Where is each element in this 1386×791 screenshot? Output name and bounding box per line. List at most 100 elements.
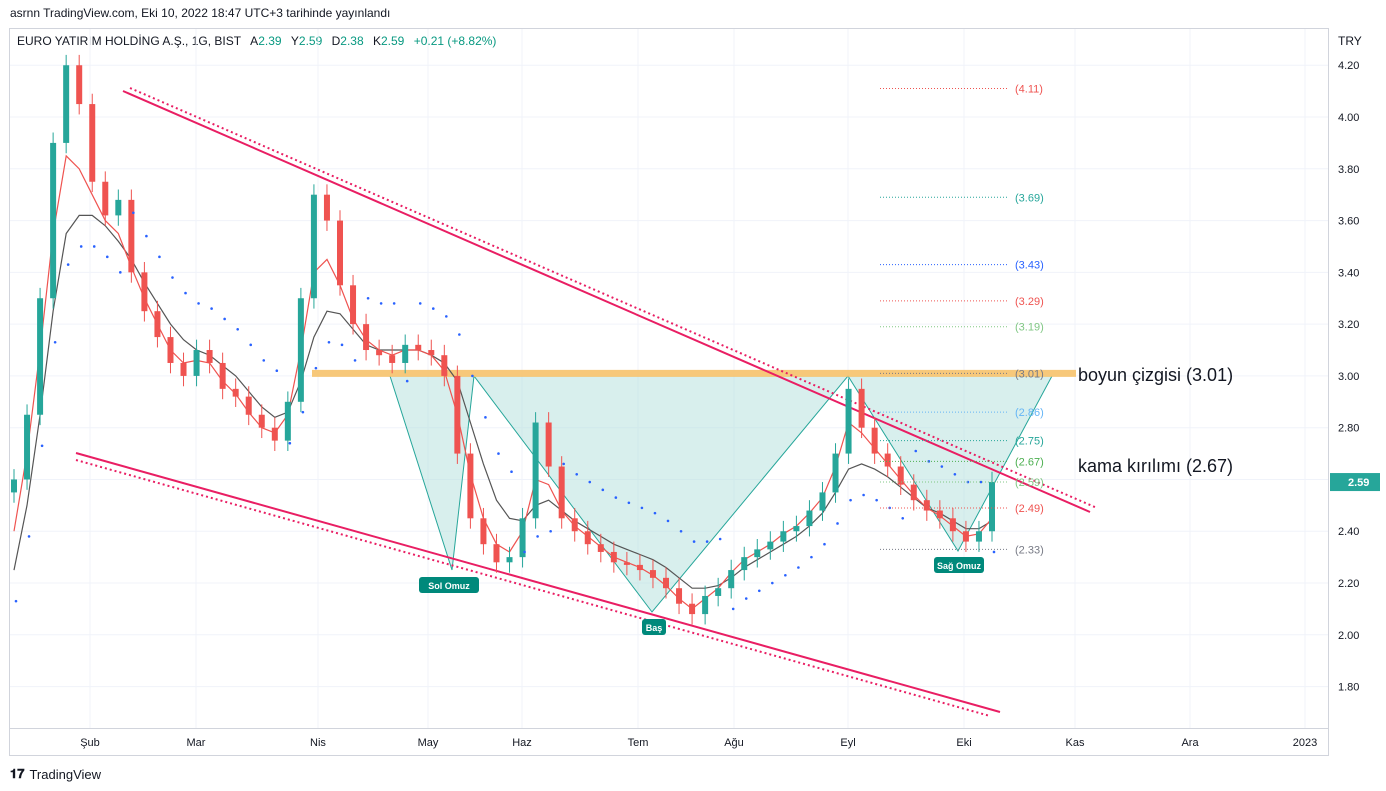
candle-body[interactable] xyxy=(923,500,930,511)
candle-body[interactable] xyxy=(297,298,304,402)
candle-body[interactable] xyxy=(897,466,904,485)
candle-body[interactable] xyxy=(337,220,343,286)
candle-body[interactable] xyxy=(676,588,683,604)
candle-body[interactable] xyxy=(76,65,83,105)
candle-body[interactable] xyxy=(663,577,669,589)
candle-body[interactable] xyxy=(402,344,409,363)
candle-body[interactable] xyxy=(571,518,578,532)
candle-body[interactable] xyxy=(389,355,396,363)
x-tick-label: Eyl xyxy=(840,737,855,749)
published-caption: asrnn TradingView.com, Eki 10, 2022 18:4… xyxy=(10,6,391,20)
candle-body[interactable] xyxy=(597,544,604,552)
candle-body[interactable] xyxy=(793,526,800,532)
candle-body[interactable] xyxy=(715,588,722,596)
candle-body[interactable] xyxy=(193,350,200,376)
candle-body[interactable] xyxy=(50,142,57,299)
candle-body[interactable] xyxy=(363,324,370,351)
candle-body[interactable] xyxy=(989,482,995,532)
candle-body[interactable] xyxy=(884,453,891,467)
candle-body[interactable] xyxy=(702,595,709,615)
candle-body[interactable] xyxy=(141,272,148,312)
candle-body[interactable] xyxy=(636,564,643,571)
candle-body[interactable] xyxy=(584,531,591,545)
candle-body[interactable] xyxy=(871,427,878,454)
candle-body[interactable] xyxy=(806,510,813,527)
candle-body[interactable] xyxy=(310,194,317,299)
pattern-badge[interactable] xyxy=(934,557,984,573)
sar-dot xyxy=(27,535,31,538)
candle-body[interactable] xyxy=(441,355,448,376)
candle-body[interactable] xyxy=(376,350,383,356)
x-tick-label: May xyxy=(418,737,439,749)
candle-body[interactable] xyxy=(219,362,226,389)
candle-body[interactable] xyxy=(102,181,109,216)
candle-body[interactable] xyxy=(206,350,213,363)
candle-body[interactable] xyxy=(754,549,761,558)
candle-body[interactable] xyxy=(558,466,565,519)
candle-body[interactable] xyxy=(532,422,539,519)
candle-body[interactable] xyxy=(519,518,526,558)
candle-body[interactable] xyxy=(63,65,70,143)
pattern-badge-label: Sağ Omuz xyxy=(937,561,982,571)
candle-body[interactable] xyxy=(180,362,187,376)
candle-body[interactable] xyxy=(832,453,839,493)
candle-body[interactable] xyxy=(780,531,787,542)
candle-body[interactable] xyxy=(245,396,252,415)
candle-body[interactable] xyxy=(962,531,969,542)
candle-body[interactable] xyxy=(467,453,474,519)
footer-brand[interactable]: 𝟏𝟕 TradingView xyxy=(10,766,101,782)
sar-dot xyxy=(718,537,722,541)
pattern-badge[interactable] xyxy=(642,619,666,635)
x-tick-label: Haz xyxy=(512,737,532,749)
candle-body[interactable] xyxy=(949,518,956,532)
candle-body[interactable] xyxy=(11,479,17,493)
sar-dot xyxy=(940,465,944,468)
y-tick-label: 3.80 xyxy=(1338,164,1359,176)
candle-body[interactable] xyxy=(167,337,174,363)
wedge-upper-line[interactable] xyxy=(122,90,1091,513)
sar-dot xyxy=(327,340,331,344)
candle-body[interactable] xyxy=(415,344,422,351)
candle-body[interactable] xyxy=(689,603,696,615)
candle-body[interactable] xyxy=(284,401,291,441)
candle-body[interactable] xyxy=(232,388,239,397)
symbol-legend[interactable]: EURO YATIRIM HOLDİNG A.Ş., 1G, BIST A2.3… xyxy=(17,34,496,48)
candle-body[interactable] xyxy=(37,298,44,415)
time-axis-separator xyxy=(9,728,1329,729)
candle-body[interactable] xyxy=(506,557,513,563)
candle-body[interactable] xyxy=(649,570,656,578)
candle-body[interactable] xyxy=(741,557,748,571)
candle-body[interactable] xyxy=(545,422,552,467)
candle-body[interactable] xyxy=(115,199,122,216)
candle-body[interactable] xyxy=(258,414,265,428)
pattern-badge[interactable] xyxy=(419,577,479,593)
candle-body[interactable] xyxy=(271,427,278,441)
currency-label[interactable]: TRY xyxy=(1338,34,1362,48)
candle-body[interactable] xyxy=(493,544,500,563)
candle-body[interactable] xyxy=(323,194,330,221)
sar-dot xyxy=(392,302,396,305)
candle-body[interactable] xyxy=(428,350,435,356)
candle-body[interactable] xyxy=(623,562,630,565)
candle-body[interactable] xyxy=(350,285,357,325)
candle-body[interactable] xyxy=(154,311,161,338)
candle-body[interactable] xyxy=(128,199,135,273)
candle-body[interactable] xyxy=(936,510,943,519)
y-tick-label: 2.00 xyxy=(1338,630,1359,642)
candle-body[interactable] xyxy=(858,388,865,428)
candle-body[interactable] xyxy=(89,104,96,182)
candle-body[interactable] xyxy=(975,531,982,542)
candle-body[interactable] xyxy=(767,541,774,550)
candle-body[interactable] xyxy=(845,388,852,454)
candle-body[interactable] xyxy=(819,492,826,511)
candle-body[interactable] xyxy=(24,414,31,480)
sar-dot xyxy=(705,540,709,543)
candle-body[interactable] xyxy=(480,518,487,545)
candle-body[interactable] xyxy=(910,484,917,501)
candle-body[interactable] xyxy=(454,375,461,454)
wedge-lower-line[interactable] xyxy=(75,452,1001,713)
candle-body[interactable] xyxy=(610,551,617,563)
symbol-name[interactable]: EURO YATIRIM HOLDİNG A.Ş., 1G, BIST xyxy=(17,34,241,48)
candle-body[interactable] xyxy=(728,570,735,589)
